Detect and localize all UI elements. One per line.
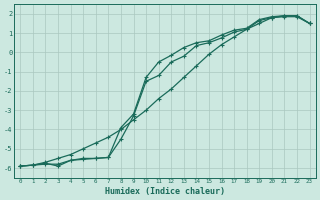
X-axis label: Humidex (Indice chaleur): Humidex (Indice chaleur)	[105, 187, 225, 196]
